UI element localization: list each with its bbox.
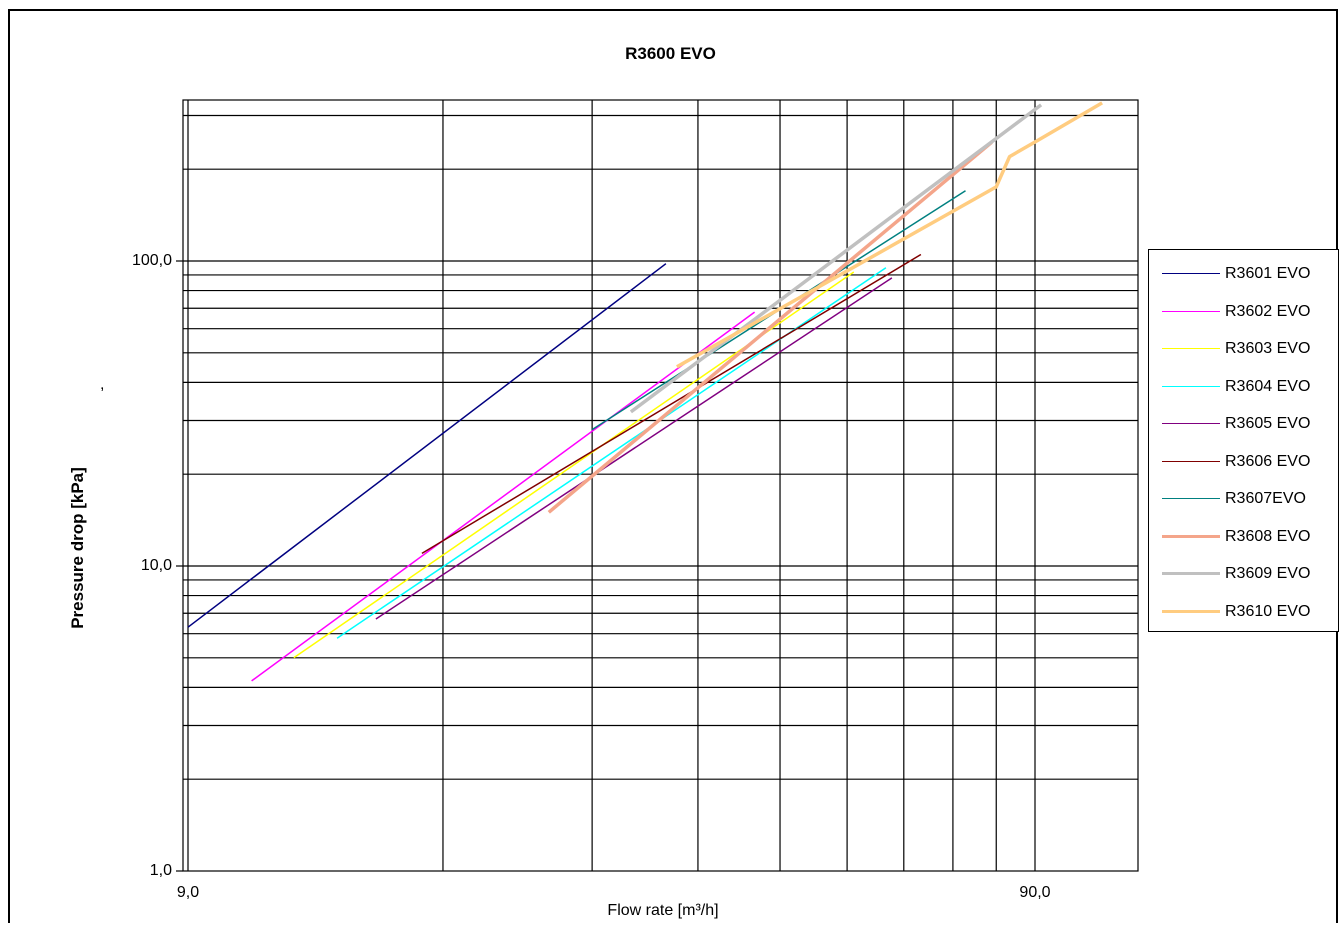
legend-swatch	[1162, 385, 1220, 387]
legend-label: R3610 EVO	[1225, 602, 1311, 620]
series-line-r3605-evo	[375, 277, 893, 620]
series-line-r3602-evo	[251, 311, 756, 682]
y-tick-label: 1,0	[149, 862, 172, 879]
legend-label: R3609 EVO	[1225, 565, 1311, 582]
series-line-r3601-evo	[187, 263, 667, 628]
legend-item: R3609 EVO	[1149, 556, 1339, 593]
y-axis-label: Pressure drop [kPa]	[68, 467, 87, 629]
legend-item: R3603 EVO	[1149, 331, 1339, 368]
legend-swatch	[1162, 572, 1220, 576]
series-line-r3606-evo	[421, 253, 922, 555]
legend-swatch	[1162, 348, 1220, 350]
legend-item: R3610 EVO	[1149, 594, 1339, 631]
stray-mark: ,	[100, 376, 105, 393]
plot-area-border	[182, 99, 1139, 872]
y-tick-label: 100,0	[131, 252, 172, 269]
legend-label: R3603 EVO	[1225, 340, 1311, 357]
series-line-r3609-evo	[629, 103, 1043, 414]
legend-label: R3604 EVO	[1225, 377, 1311, 395]
legend-item: R3606 EVO	[1149, 444, 1339, 481]
x-axis-label: Flow rate [m³/h]	[607, 902, 719, 919]
legend-label: R3601 EVO	[1225, 265, 1311, 282]
chart-legend: R3601 EVO R3602 EVO R3603 EVO R3604 EVO R360…	[1148, 249, 1339, 632]
chart-title: R3600 EVO	[625, 44, 716, 63]
legend-item: R3608 EVO	[1149, 519, 1339, 556]
legend-item: R3602 EVO	[1149, 294, 1339, 331]
legend-label: R3608 EVO	[1225, 527, 1311, 545]
series-line-r3610-evo	[676, 101, 1103, 369]
legend-swatch	[1162, 498, 1220, 500]
legend-swatch	[1162, 534, 1220, 538]
legend-item: R3605 EVO	[1149, 406, 1339, 443]
legend-swatch	[1162, 273, 1220, 275]
legend-item: R3601 EVO	[1149, 256, 1339, 293]
x-tick-label: 90,0	[1019, 884, 1051, 901]
legend-swatch	[1162, 460, 1220, 462]
series-line-r3608-evo	[547, 140, 993, 514]
legend-swatch	[1162, 423, 1220, 425]
legend-label: R3607EVO	[1225, 490, 1306, 507]
x-tick-label: 9,0	[176, 884, 200, 901]
y-tick-label: 10,0	[140, 557, 172, 574]
legend-label: R3606 EVO	[1225, 452, 1311, 470]
legend-item: R3604 EVO	[1149, 369, 1339, 406]
legend-swatch	[1162, 310, 1220, 312]
legend-item: R3607EVO	[1149, 481, 1339, 518]
legend-swatch	[1162, 609, 1220, 613]
legend-label: R3605 EVO	[1225, 415, 1311, 432]
legend-label: R3602 EVO	[1225, 302, 1311, 320]
series-line-r3604-evo	[336, 267, 887, 639]
